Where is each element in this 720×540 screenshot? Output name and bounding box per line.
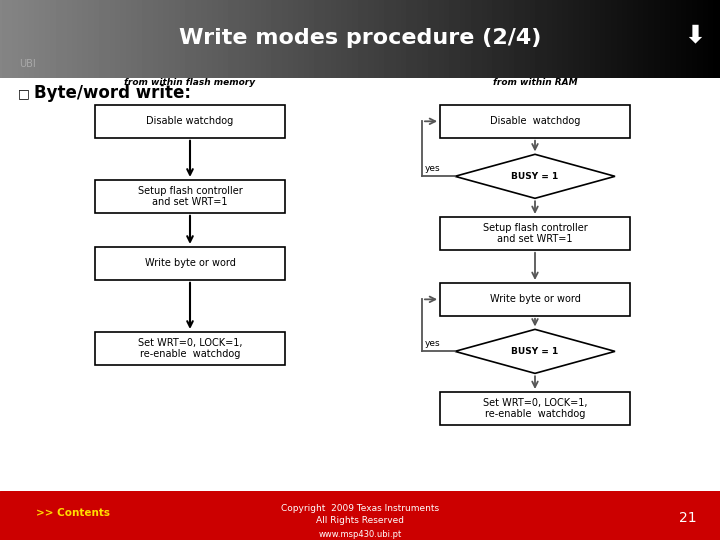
Text: Write byte or word: Write byte or word: [490, 294, 580, 305]
Text: yes: yes: [425, 339, 441, 348]
Bar: [95, 105, 285, 138]
Bar: [440, 283, 630, 316]
Polygon shape: [455, 154, 615, 198]
Text: Set WRT=0, LOCK=1,
re-enable  watchdog: Set WRT=0, LOCK=1, re-enable watchdog: [482, 397, 588, 419]
Bar: [440, 392, 630, 425]
Bar: [95, 332, 285, 365]
Text: www.msp430.ubi.pt: www.msp430.ubi.pt: [318, 530, 402, 539]
Bar: [95, 247, 285, 280]
Bar: [95, 180, 285, 213]
Text: Set WRT=0, LOCK=1,
re-enable  watchdog: Set WRT=0, LOCK=1, re-enable watchdog: [138, 338, 242, 359]
Text: All Rights Reserved: All Rights Reserved: [316, 516, 404, 525]
Text: Write modes procedure (2/4): Write modes procedure (2/4): [179, 28, 541, 48]
Polygon shape: [455, 329, 615, 373]
Text: Disable watchdog: Disable watchdog: [146, 116, 233, 126]
Text: 21: 21: [679, 511, 696, 525]
Text: □: □: [18, 87, 30, 100]
Text: UBI: UBI: [19, 59, 36, 69]
Text: Setup flash controller
and set WRT=1: Setup flash controller and set WRT=1: [138, 186, 243, 207]
Text: BUSY = 1: BUSY = 1: [511, 172, 559, 181]
Bar: [440, 217, 630, 250]
Text: ⬇: ⬇: [684, 23, 706, 47]
Text: from within RAM: from within RAM: [492, 78, 577, 87]
Text: Write byte or word: Write byte or word: [145, 258, 235, 268]
Text: Copyright  2009 Texas Instruments: Copyright 2009 Texas Instruments: [281, 504, 439, 513]
Text: yes: yes: [425, 164, 441, 173]
Text: Setup flash controller
and set WRT=1: Setup flash controller and set WRT=1: [482, 222, 588, 244]
Text: Disable  watchdog: Disable watchdog: [490, 116, 580, 126]
Text: >> Contents: >> Contents: [36, 508, 110, 518]
Text: BUSY = 1: BUSY = 1: [511, 347, 559, 356]
Text: from within flash memory: from within flash memory: [125, 78, 256, 87]
Text: Byte/word write:: Byte/word write:: [34, 84, 191, 102]
Bar: [440, 105, 630, 138]
